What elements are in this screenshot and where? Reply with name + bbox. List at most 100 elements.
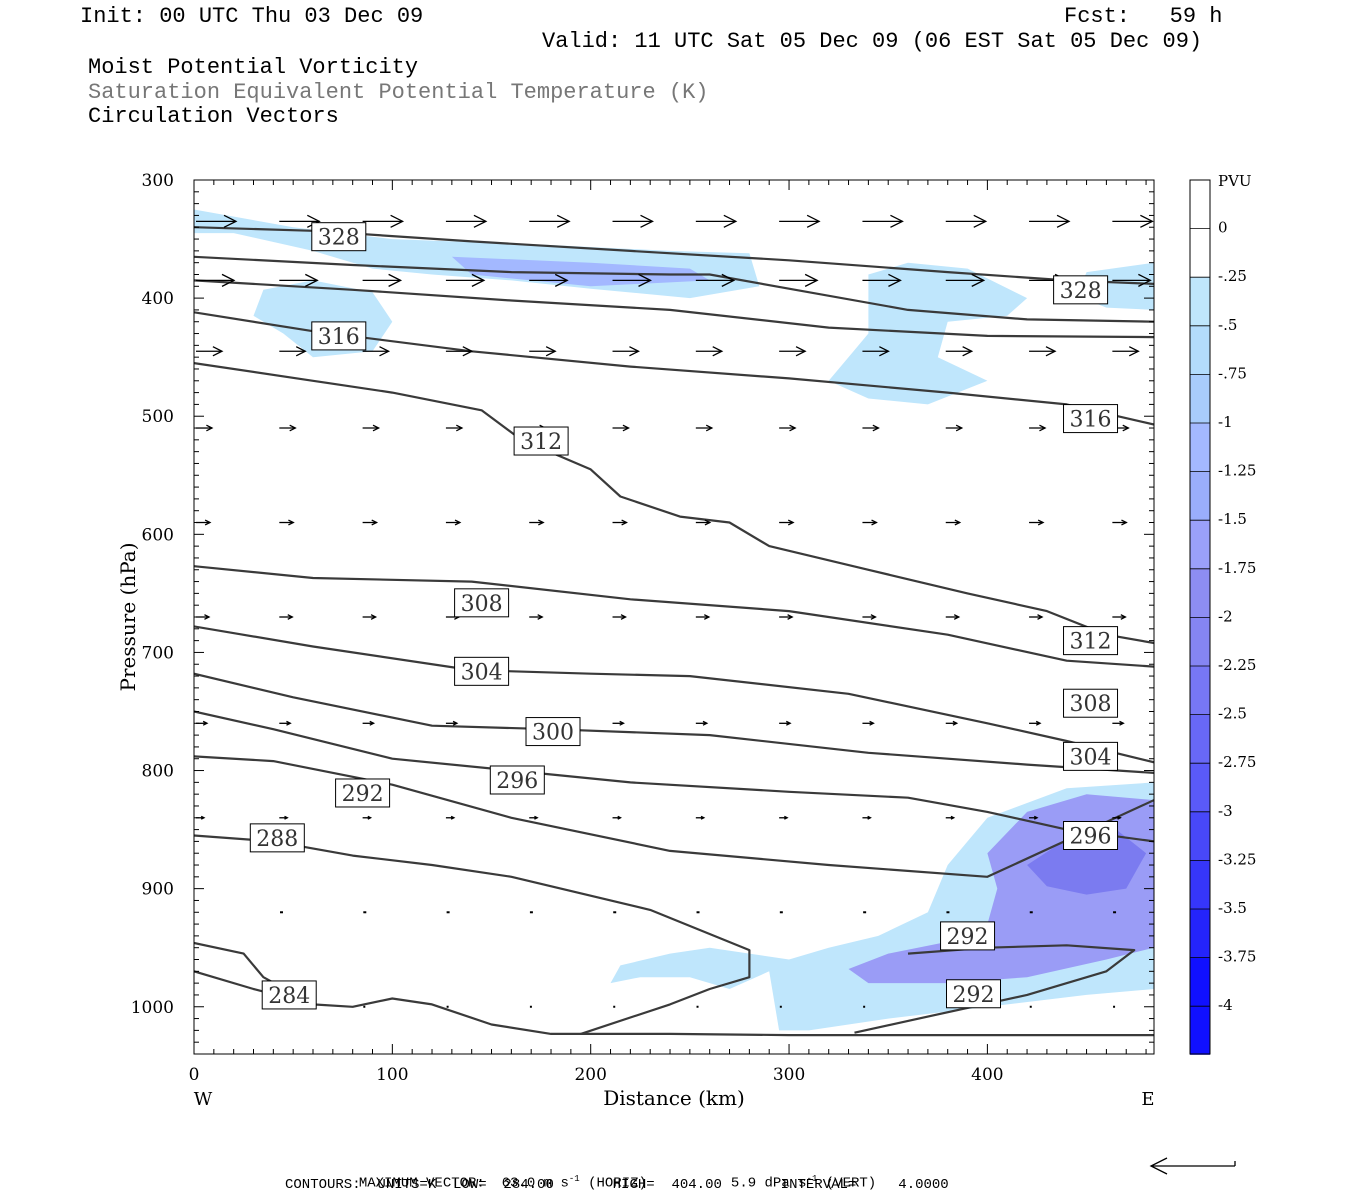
reference-vector-arrow	[1149, 1157, 1236, 1175]
contour-label-box	[513, 426, 569, 456]
colorbar-label: -.75	[1218, 364, 1247, 382]
vector-arrowhead	[1128, 346, 1140, 357]
contour-label-text: 292	[947, 925, 989, 950]
vector-arrowhead	[888, 273, 902, 287]
vector-arrowhead	[372, 424, 381, 432]
vector-arrowhead	[629, 346, 640, 357]
vector-arrowhead	[454, 519, 462, 526]
vector-arrowhead	[204, 614, 211, 620]
contour-label-text: 304	[461, 660, 503, 685]
colorbar-cell	[1190, 325, 1210, 375]
contour-296-8	[194, 710, 1154, 843]
y-tick-label: 1000	[131, 998, 174, 1018]
vector-arrowhead	[200, 815, 206, 820]
vector-arrowhead	[702, 720, 709, 726]
contour-label-text: 300	[532, 721, 574, 746]
colorbar-label: -.5	[1218, 316, 1237, 334]
x-axis-label: Distance (km)	[603, 1086, 745, 1110]
vector-arrowhead	[703, 614, 711, 620]
axis-tick-labels-layer: 300 400 500 600 700 800 900 1000 0 100 200 300 400	[131, 171, 1004, 1085]
vector-arrowhead	[700, 815, 706, 820]
vector-arrowhead	[212, 346, 224, 357]
vector-arrowhead	[284, 815, 289, 820]
contour-label-box	[311, 321, 367, 351]
vector-arrowhead	[872, 424, 880, 432]
colorbar-label: -2.25	[1218, 656, 1256, 674]
colorbar-cell	[1190, 617, 1210, 666]
x-tick-label: 200	[574, 1065, 606, 1085]
colorbar-label: -2	[1218, 607, 1233, 625]
colorbar-cell	[1190, 180, 1210, 229]
contour-label-text: 284	[268, 984, 310, 1009]
vector-arrowhead	[1140, 214, 1154, 228]
y-tick-label: 800	[142, 762, 174, 782]
vector-arrowhead	[556, 214, 571, 228]
vector-arrowhead	[287, 614, 294, 620]
pv-colorbar: 0 -.25 -.5 -.75 -1 -1.25 -1.5 -1.75 -2 -2.25 -2.5 -…	[1189, 179, 1256, 1055]
y-tick-label: 900	[142, 880, 174, 900]
max-vector-horiz-unit: (HORIZ)	[588, 1175, 647, 1192]
contour-label-box	[249, 823, 305, 853]
colorbar-cell	[1190, 423, 1210, 472]
contour-label-box	[1063, 626, 1119, 656]
forecast-hour: Fcst: 59 h	[1064, 4, 1223, 29]
cross-section-chart: 328 328 316 316 312 312 308 308 304 304 300 296 296 2…	[116, 171, 1256, 1110]
vector-arrowhead	[620, 614, 627, 620]
colorbar-cell	[1190, 471, 1210, 521]
vector-arrowhead	[537, 614, 544, 620]
x-tick-label: 400	[971, 1065, 1003, 1085]
x-axis-east-label: E	[1141, 1089, 1154, 1110]
contour-320-2	[194, 279, 1154, 339]
colorbar-cell	[1190, 277, 1210, 326]
colorbar-label: -3.25	[1218, 850, 1256, 868]
vector-arrowhead	[870, 614, 877, 620]
vector-arrowhead	[705, 424, 714, 432]
y-tick-label: 700	[142, 643, 174, 663]
contour-label-box	[946, 979, 1002, 1009]
contour-label-box	[454, 656, 510, 686]
vector-arrowhead	[973, 214, 988, 228]
max-vector-label: MAXIMUM VECTOR:	[358, 1175, 485, 1192]
max-vector-footnote: MAXIMUM VECTOR: 63.0 m s-1 (HORIZ) 5.9 d…	[342, 1158, 876, 1192]
colorbar-cell	[1190, 520, 1210, 569]
colorbar-label: -3.5	[1218, 899, 1247, 917]
vector-arrowhead	[890, 214, 904, 228]
y-tick-label: 400	[142, 289, 174, 309]
colorbar-cell	[1190, 714, 1210, 764]
vert-exponent: -1	[806, 1174, 818, 1184]
init-time: Init: 00 UTC Thu 03 Dec 09	[80, 4, 424, 29]
vector-arrowhead	[804, 273, 819, 287]
vector-arrowhead	[462, 346, 474, 357]
y-axis-label: Pressure (hPa)	[116, 543, 140, 692]
colorbar-cell	[1190, 568, 1210, 618]
contour-label-text: 292	[953, 983, 995, 1008]
colorbar-label: -1.75	[1218, 559, 1256, 577]
colorbar-cell	[1190, 957, 1210, 1007]
colorbar-label: 0	[1218, 219, 1228, 237]
vector-arrowhead	[955, 424, 964, 432]
contour-label-text: 328	[1060, 279, 1102, 304]
vector-arrowhead	[450, 815, 456, 820]
vector-arrowhead	[554, 273, 569, 287]
contour-label-box	[1063, 404, 1119, 434]
vector-arrowhead	[371, 519, 379, 526]
vector-arrowhead	[1120, 614, 1127, 620]
contour-292-9	[194, 755, 1154, 878]
vector-arrowhead	[622, 424, 630, 432]
y-tick-label: 500	[142, 407, 174, 427]
max-vector-vert: 5.9 dPa s	[730, 1175, 807, 1192]
vector-arrowhead	[971, 273, 986, 287]
contour-label-box	[525, 717, 581, 747]
vector-arrowhead	[1056, 214, 1071, 228]
vector-arrowhead	[1119, 720, 1125, 726]
vector-arrowhead	[1138, 273, 1152, 287]
vector-arrowhead	[473, 214, 488, 228]
vector-arrowhead	[388, 273, 403, 287]
vector-arrowhead	[785, 720, 792, 726]
contour-308-5	[194, 565, 1154, 668]
contour-304-6	[194, 625, 1154, 764]
vector-arrowhead	[950, 815, 956, 820]
vector-arrowhead	[369, 720, 376, 726]
colorbar-label: -1.5	[1218, 510, 1247, 528]
contour-label-box	[335, 778, 391, 808]
